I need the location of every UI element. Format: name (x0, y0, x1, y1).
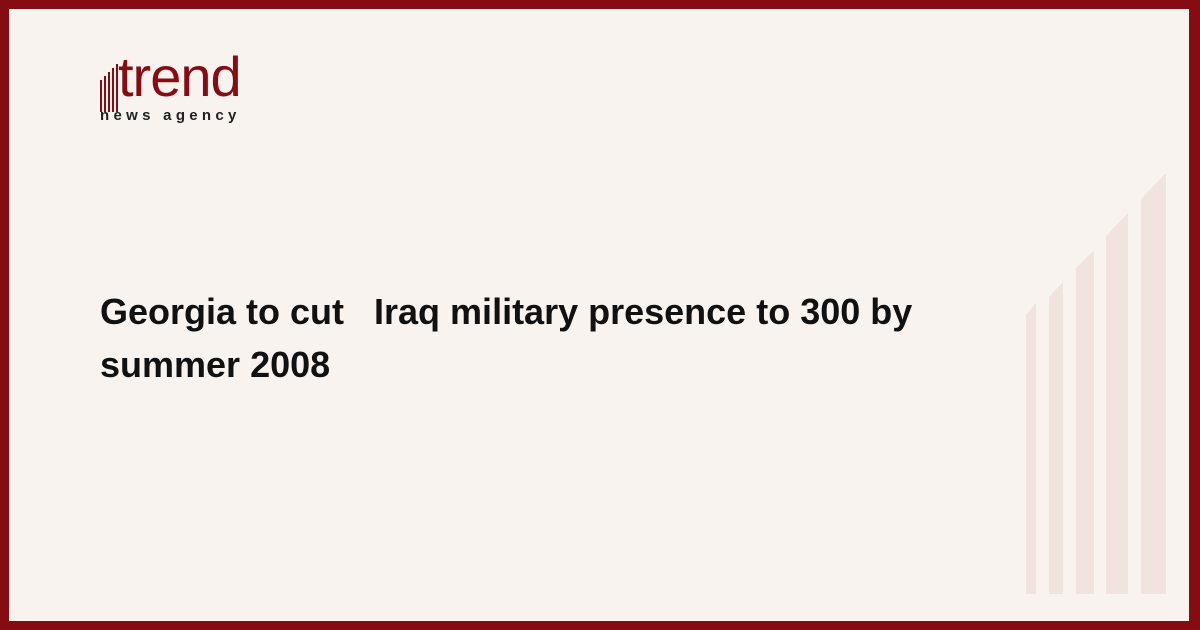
deco-bar (1026, 303, 1036, 594)
logo-wordmark: trend (118, 45, 242, 108)
deco-bar (1106, 213, 1128, 594)
deco-bar (1076, 250, 1094, 594)
article-title: Georgia to cut Iraq military presence to… (100, 291, 923, 385)
deco-bar (1049, 282, 1063, 594)
logo-tagline: news agency (100, 107, 241, 124)
decorative-bars (1026, 173, 1166, 594)
deco-bar (1141, 173, 1166, 594)
trend-logo: trend news agency (100, 45, 270, 130)
logo-bars-icon (100, 64, 118, 112)
